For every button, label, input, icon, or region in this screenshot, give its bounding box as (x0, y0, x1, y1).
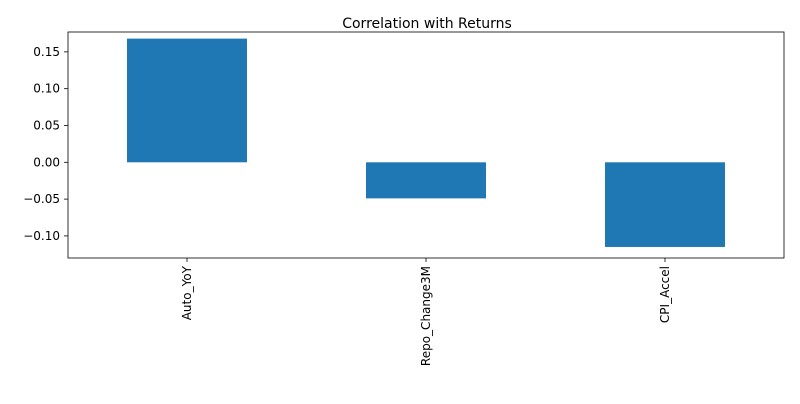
y-tick-label: 0.05 (33, 118, 60, 132)
bars-layer (127, 38, 725, 247)
y-tick-label: 0.15 (33, 45, 60, 59)
x-tick-label: CPI_Accel (658, 266, 672, 323)
x-tick-label: Auto_YoY (180, 265, 194, 320)
bar-cpi-accel (605, 162, 725, 247)
y-axis: −0.10 −0.05 0.00 0.05 0.10 0.15 (23, 45, 68, 243)
bar-auto-yoy (127, 38, 247, 163)
plot-frame (67, 31, 785, 259)
x-tick-label: Repo_Change3M (419, 266, 433, 366)
x-axis: Auto_YoY Repo_Change3M CPI_Accel (180, 258, 672, 366)
y-tick-label: 0.00 (33, 155, 60, 169)
bar-repo-change3m (366, 162, 486, 199)
y-tick-label: −0.10 (23, 229, 60, 243)
y-tick-label: −0.05 (23, 192, 60, 206)
chart-title: Correlation with Returns (342, 16, 512, 32)
y-tick-label: 0.10 (33, 82, 60, 96)
